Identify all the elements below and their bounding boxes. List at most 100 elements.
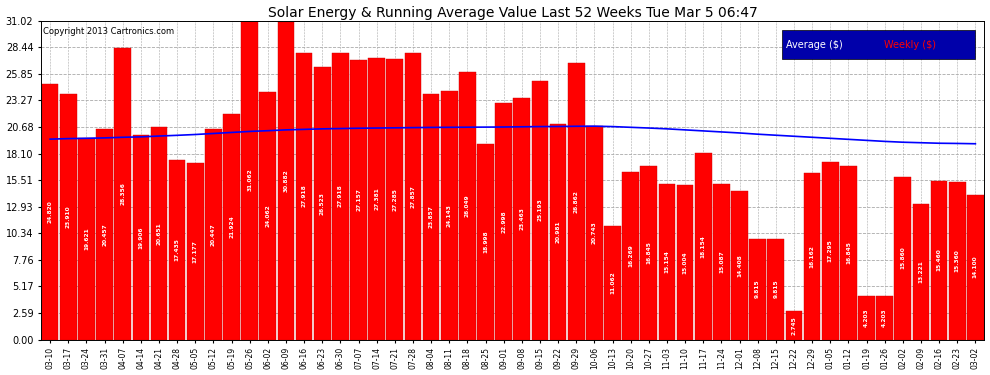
- Text: 18.998: 18.998: [483, 231, 488, 253]
- Bar: [822, 162, 839, 339]
- Bar: [782, 30, 975, 59]
- Bar: [205, 129, 222, 339]
- Bar: [223, 114, 240, 339]
- Bar: [677, 185, 693, 339]
- Text: 26.523: 26.523: [320, 192, 325, 214]
- Text: 9.815: 9.815: [773, 280, 778, 298]
- Bar: [368, 58, 385, 339]
- Text: 17.295: 17.295: [828, 239, 833, 262]
- Text: 19.621: 19.621: [84, 227, 89, 250]
- Text: 25.193: 25.193: [538, 199, 543, 222]
- Text: 2.745: 2.745: [791, 316, 797, 335]
- Text: 26.049: 26.049: [465, 194, 470, 217]
- Title: Solar Energy & Running Average Value Last 52 Weeks Tue Mar 5 06:47: Solar Energy & Running Average Value Las…: [268, 6, 757, 20]
- Bar: [242, 20, 258, 339]
- Text: 14.100: 14.100: [973, 256, 978, 278]
- Bar: [767, 238, 784, 339]
- Text: 24.062: 24.062: [265, 204, 270, 227]
- Bar: [277, 22, 294, 339]
- Text: 20.981: 20.981: [555, 220, 560, 243]
- Text: 16.269: 16.269: [629, 244, 634, 267]
- Bar: [913, 204, 930, 339]
- Text: 20.743: 20.743: [592, 222, 597, 245]
- Text: 13.221: 13.221: [919, 260, 924, 283]
- Text: 15.860: 15.860: [900, 247, 905, 269]
- Text: 31.062: 31.062: [248, 168, 252, 191]
- Text: 26.862: 26.862: [574, 190, 579, 213]
- Text: Average ($): Average ($): [786, 40, 843, 50]
- Bar: [713, 184, 730, 339]
- Bar: [841, 166, 856, 339]
- Text: 16.162: 16.162: [810, 245, 815, 268]
- Text: 17.435: 17.435: [174, 238, 179, 261]
- Text: 15.087: 15.087: [719, 251, 724, 273]
- Bar: [695, 153, 712, 339]
- Text: 24.820: 24.820: [48, 201, 52, 223]
- Bar: [314, 67, 331, 339]
- Bar: [948, 182, 965, 339]
- Text: 27.157: 27.157: [356, 189, 361, 211]
- Bar: [405, 53, 422, 339]
- Text: 22.998: 22.998: [501, 210, 506, 232]
- Text: 9.815: 9.815: [755, 280, 760, 298]
- Bar: [168, 160, 185, 339]
- Bar: [259, 92, 276, 339]
- Text: 17.177: 17.177: [193, 240, 198, 263]
- Text: 23.463: 23.463: [520, 207, 525, 230]
- Bar: [586, 126, 603, 339]
- Text: 23.910: 23.910: [65, 206, 70, 228]
- Text: 4.203: 4.203: [864, 309, 869, 327]
- Text: 27.918: 27.918: [338, 185, 343, 207]
- Text: 27.381: 27.381: [374, 188, 379, 210]
- Bar: [96, 129, 113, 339]
- Text: 15.154: 15.154: [664, 250, 669, 273]
- Bar: [804, 173, 821, 339]
- Bar: [604, 226, 621, 339]
- Text: 16.845: 16.845: [646, 242, 651, 264]
- Text: 21.924: 21.924: [229, 216, 234, 238]
- Bar: [477, 144, 494, 339]
- Bar: [786, 311, 802, 339]
- Bar: [296, 53, 313, 339]
- Bar: [514, 98, 531, 339]
- Bar: [894, 177, 911, 339]
- Text: 16.845: 16.845: [845, 242, 850, 264]
- Text: Copyright 2013 Cartronics.com: Copyright 2013 Cartronics.com: [43, 27, 174, 36]
- Bar: [658, 184, 675, 339]
- Text: Weekly ($): Weekly ($): [883, 40, 936, 50]
- Bar: [350, 60, 367, 339]
- Bar: [749, 238, 766, 339]
- Bar: [386, 59, 403, 339]
- Bar: [332, 53, 348, 339]
- Bar: [931, 181, 947, 339]
- Bar: [732, 192, 747, 339]
- Bar: [549, 124, 566, 339]
- Bar: [115, 48, 131, 339]
- Text: 11.062: 11.062: [610, 272, 615, 294]
- Bar: [641, 166, 657, 339]
- Bar: [441, 92, 457, 339]
- Text: 15.460: 15.460: [937, 249, 941, 272]
- Bar: [42, 84, 58, 339]
- Bar: [967, 195, 984, 339]
- Text: 27.857: 27.857: [411, 185, 416, 208]
- Bar: [78, 138, 95, 339]
- Text: 15.004: 15.004: [682, 251, 688, 274]
- Text: 20.651: 20.651: [156, 222, 161, 245]
- Bar: [623, 172, 639, 339]
- Text: 20.447: 20.447: [211, 223, 216, 246]
- Text: 27.285: 27.285: [392, 188, 397, 211]
- Text: 20.457: 20.457: [102, 223, 107, 246]
- Text: 15.360: 15.360: [954, 249, 959, 272]
- Text: 28.356: 28.356: [120, 182, 125, 205]
- Text: 14.408: 14.408: [737, 254, 742, 277]
- Bar: [150, 127, 167, 339]
- Text: 30.882: 30.882: [283, 170, 288, 192]
- Text: 18.154: 18.154: [701, 235, 706, 258]
- Text: 27.918: 27.918: [302, 185, 307, 207]
- Bar: [876, 296, 893, 339]
- Bar: [532, 81, 548, 339]
- Bar: [133, 135, 149, 339]
- Text: 23.857: 23.857: [429, 206, 434, 228]
- Text: 24.143: 24.143: [446, 204, 451, 227]
